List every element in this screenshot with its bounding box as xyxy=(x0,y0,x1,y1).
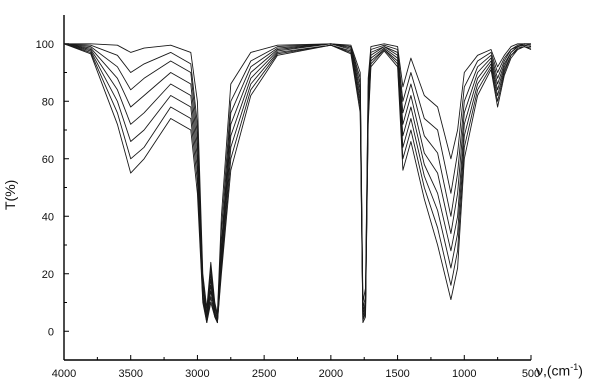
x-axis-label-sup: -1 xyxy=(570,362,579,372)
x-axis-label-main: ν,(cm xyxy=(536,362,571,379)
y-tick-label: 60 xyxy=(42,154,54,166)
x-tick-label: 500 xyxy=(522,368,540,380)
x-tick-label: 4000 xyxy=(52,368,76,380)
x-tick-label: 3500 xyxy=(118,368,142,380)
x-axis-label: ν,(cm-1) xyxy=(536,362,583,379)
y-axis-label: T(%) xyxy=(2,179,18,210)
y-tick-label: 0 xyxy=(48,326,54,338)
x-tick-label: 3000 xyxy=(185,368,209,380)
spectra-series xyxy=(63,43,532,324)
y-tick-label: 80 xyxy=(42,96,54,108)
x-axis-label-close: ) xyxy=(578,362,583,379)
spectrum-line-8 xyxy=(63,43,532,324)
y-tick-label: 100 xyxy=(36,39,54,51)
axis-ticks: 4000 3500 3000 2500 2000 1500 1000 500 0 20 40 60 80… xyxy=(36,39,541,380)
x-tick-label: 1500 xyxy=(385,368,409,380)
y-tick-label: 20 xyxy=(42,269,54,281)
spectrum-line-6 xyxy=(63,43,532,324)
y-tick-label: 40 xyxy=(42,211,54,223)
x-tick-label: 1000 xyxy=(452,368,476,380)
x-tick-label: 2000 xyxy=(319,368,343,380)
x-tick-label: 2500 xyxy=(252,368,276,380)
